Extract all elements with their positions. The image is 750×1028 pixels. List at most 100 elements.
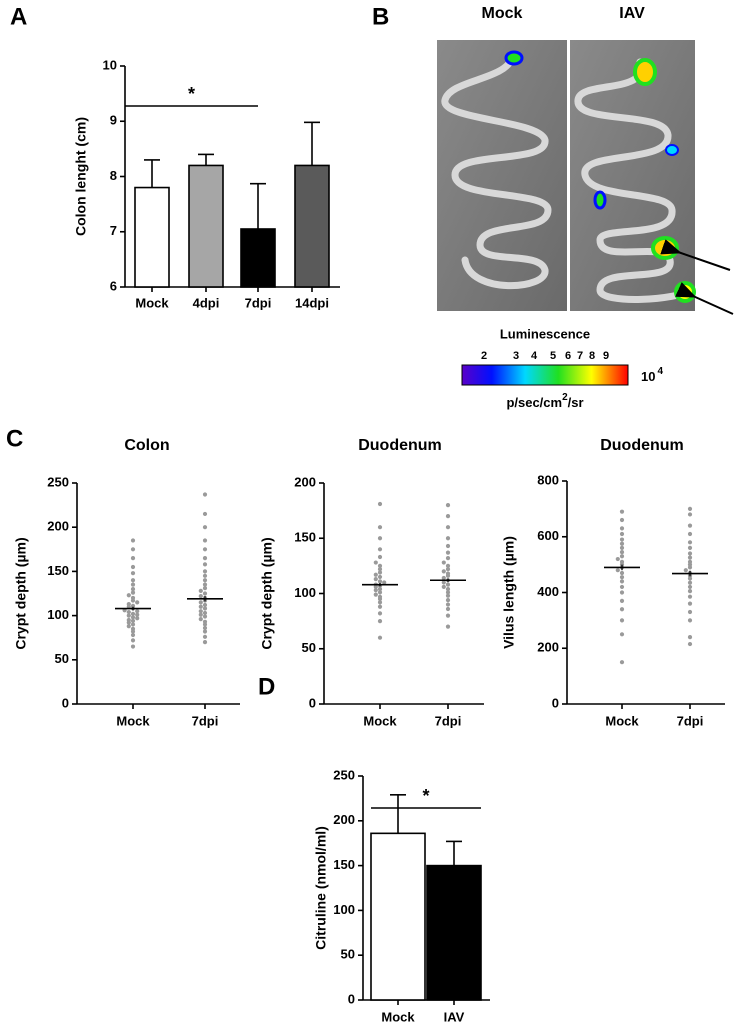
data-point xyxy=(202,562,208,567)
y-tick-label: 50 xyxy=(302,640,316,655)
bar xyxy=(188,164,224,288)
x-tick-label: 7dpi xyxy=(435,713,462,728)
chart-title: Duodenum xyxy=(600,437,684,454)
data-point xyxy=(619,545,625,551)
y-tick-label: 8 xyxy=(110,168,117,183)
data-point xyxy=(445,598,451,603)
data-point xyxy=(202,582,208,587)
data-point xyxy=(202,634,208,639)
y-axis-label: Crypt depth (µm) xyxy=(13,537,29,649)
data-point xyxy=(445,503,451,508)
data-point xyxy=(619,575,625,580)
data-point xyxy=(130,547,136,552)
y-tick-label: 7 xyxy=(110,223,117,238)
unit: p/sec/cm xyxy=(506,395,562,410)
data-point xyxy=(377,600,383,605)
data-point xyxy=(130,603,136,608)
y-tick-label: 400 xyxy=(537,584,559,599)
x-tick-label: Mock xyxy=(116,713,150,728)
data-point xyxy=(126,593,131,598)
data-point xyxy=(445,536,451,541)
y-tick-label: 100 xyxy=(47,607,69,622)
data-point xyxy=(202,602,208,608)
y-tick-label: 0 xyxy=(552,695,559,710)
data-point xyxy=(619,541,625,546)
y-tick-label: 6 xyxy=(110,278,117,293)
y-tick-label: 150 xyxy=(333,857,355,872)
y-tick-label: 0 xyxy=(348,991,355,1006)
data-point xyxy=(202,640,208,645)
data-point xyxy=(377,563,383,568)
data-point xyxy=(198,612,203,617)
chart: 0 50 100 150 200 250 Citruline (nmol/ml) Mock IA… xyxy=(313,767,490,1024)
data-point xyxy=(377,536,383,541)
data-point xyxy=(202,610,208,616)
x-tick-label: Mock xyxy=(605,713,639,728)
chart: 0 50 100 150 200 250 Crypt depth (µm) Colon Mock… xyxy=(13,437,240,728)
x-tick-label: Mock xyxy=(363,713,397,728)
data-point xyxy=(687,580,693,585)
x-tick-label: IAV xyxy=(444,1009,465,1024)
data-point xyxy=(445,563,451,568)
data-point xyxy=(202,492,208,497)
data-point xyxy=(619,660,625,665)
data-point xyxy=(619,559,625,564)
colorbar-tick: 3 xyxy=(513,350,519,362)
y-tick-label: 9 xyxy=(110,113,117,128)
data-point xyxy=(687,555,693,560)
colorbar-tick: 6 xyxy=(565,350,571,362)
bar xyxy=(134,186,170,288)
data-point xyxy=(445,586,451,592)
x-tick-label: 7dpi xyxy=(245,295,272,310)
data-point xyxy=(619,537,625,542)
signal xyxy=(651,236,679,260)
data-point xyxy=(441,580,446,585)
data-point xyxy=(198,594,203,599)
chart: 0 200 400 600 800 Vilus length (µm) Duodenum Mo… xyxy=(501,437,725,728)
data-point xyxy=(377,554,383,560)
data-point xyxy=(377,590,383,595)
data-point xyxy=(377,547,383,552)
data-point xyxy=(373,588,378,593)
multiplier: 10 xyxy=(641,369,655,384)
bar xyxy=(294,164,330,288)
data-point xyxy=(619,618,625,623)
y-tick-label: 200 xyxy=(47,519,69,534)
data-point xyxy=(202,629,208,634)
data-point xyxy=(377,611,383,616)
y-tick-label: 600 xyxy=(537,528,559,543)
data-point xyxy=(377,604,383,609)
colorbar-tick: 7 xyxy=(577,350,583,362)
colorbar-tick: 2 xyxy=(481,350,487,362)
data-point xyxy=(445,543,451,549)
data-point xyxy=(198,604,203,609)
data-point xyxy=(130,582,136,587)
data-point xyxy=(202,619,208,624)
data-point xyxy=(130,586,136,592)
arrow xyxy=(675,282,734,315)
chart: 0 50 100 150 200 Crypt depth (µm) Duodenum Mock… xyxy=(259,437,484,728)
chart-title: Colon xyxy=(124,437,169,454)
data-point xyxy=(130,632,136,638)
data-point xyxy=(130,538,136,543)
data-point xyxy=(441,584,446,589)
bar xyxy=(426,864,482,1001)
y-axis-label: Vilus length (µm) xyxy=(501,536,517,649)
data-point xyxy=(373,577,378,582)
data-point xyxy=(687,506,693,511)
data-point xyxy=(619,549,625,555)
data-point xyxy=(687,618,693,623)
tissue xyxy=(574,58,694,303)
data-point xyxy=(126,624,131,629)
data-point xyxy=(619,590,625,595)
data-point xyxy=(130,618,136,624)
data-point xyxy=(619,570,625,576)
data-point xyxy=(202,556,208,561)
data-point xyxy=(687,601,693,606)
x-tick-label: Mock xyxy=(135,295,169,310)
colorbar-tick: 8 xyxy=(589,350,595,362)
data-point xyxy=(198,617,203,622)
x-tick-label: Mock xyxy=(381,1009,415,1024)
data-point xyxy=(130,644,136,649)
